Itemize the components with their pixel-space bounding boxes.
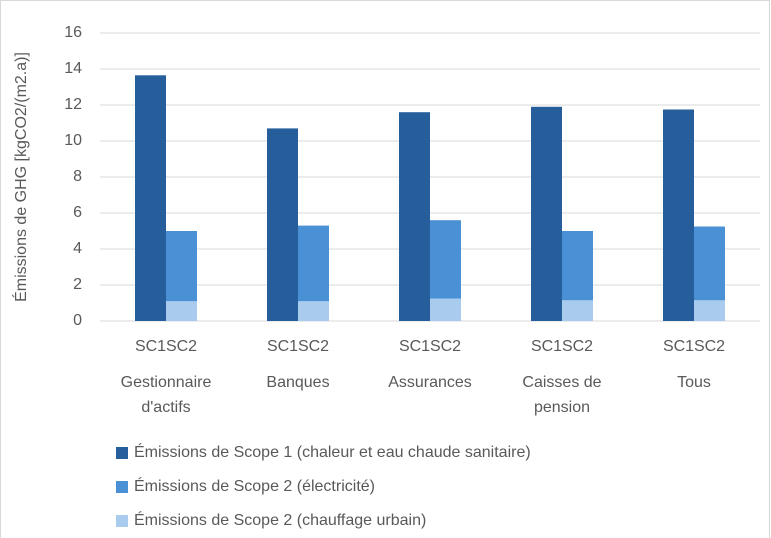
x-tick-label: SC2 (430, 338, 461, 355)
group-label: Caisses de pension (522, 374, 602, 416)
y-tick-label: 12 (64, 96, 82, 113)
x-tick-label: SC1 (531, 338, 562, 355)
bar (430, 298, 461, 321)
bar (531, 106, 562, 321)
x-tick-label: SC2 (694, 338, 725, 355)
y-tick-label: 10 (64, 132, 82, 149)
x-tick-label: SC1 (135, 338, 166, 355)
group-label: Gestionnaire d'actifs (120, 374, 212, 416)
legend-swatch (116, 515, 128, 527)
group-label: Assurances (388, 374, 472, 391)
legend-label: Émissions de Scope 2 (chauffage urbain) (134, 510, 426, 529)
bar (562, 231, 593, 301)
bar (663, 109, 694, 321)
x-tick-label: SC1 (663, 338, 694, 355)
x-tick-label: SC2 (562, 338, 593, 355)
group-label: Banques (266, 374, 330, 391)
bar (562, 300, 593, 321)
legend-swatch (116, 481, 128, 493)
legend-swatch (116, 447, 128, 459)
group-label: Tous (677, 374, 711, 391)
bar (430, 220, 461, 299)
bar (166, 231, 197, 302)
y-tick-label: 0 (73, 312, 82, 329)
y-tick-label: 8 (73, 168, 82, 185)
y-tick-label: 16 (64, 24, 82, 41)
y-tick-label: 6 (73, 204, 82, 221)
bar (298, 225, 329, 302)
legend-label: Émissions de Scope 1 (chaleur et eau cha… (134, 442, 531, 461)
x-tick-label: SC2 (298, 338, 329, 355)
y-tick-label: 4 (73, 240, 82, 257)
bar (694, 300, 725, 321)
x-tick-label: SC2 (166, 338, 197, 355)
y-tick-label: 2 (73, 276, 82, 293)
bar (267, 128, 298, 321)
bar (298, 301, 329, 321)
x-tick-label: SC1 (267, 338, 298, 355)
legend-label: Émissions de Scope 2 (électricité) (134, 476, 375, 495)
bar (166, 301, 197, 321)
x-tick-label: SC1 (399, 338, 430, 355)
y-axis-label: Émissions de GHG [kgCO2/(m2.a)] (11, 52, 30, 302)
y-tick-label: 14 (64, 60, 82, 77)
bar (399, 112, 430, 321)
bar (694, 226, 725, 301)
bar (135, 75, 166, 321)
